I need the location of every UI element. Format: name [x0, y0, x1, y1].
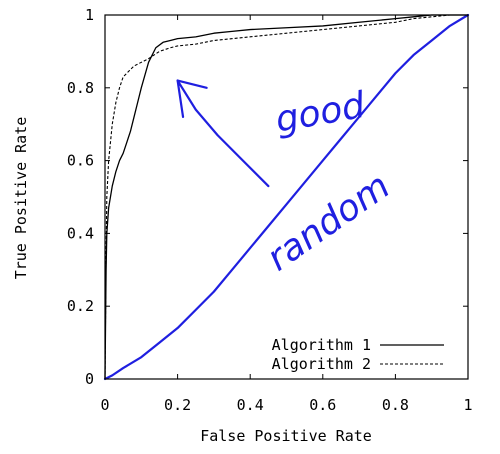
series-layer: [104, 14, 468, 380]
good-annotation-arrow: [176, 79, 270, 188]
y-tick-label-5: 1: [85, 6, 94, 24]
good-annotation-layer: [176, 79, 270, 188]
y-tick-label-2: 0.4: [67, 224, 94, 242]
axis-tick-labels: 0 0.2 0.4 0.6 0.8 1 0 0.2 0.4 0.6 0.8 1: [67, 6, 473, 414]
x-axis-label: False Positive Rate: [200, 427, 372, 445]
x-tick-label-0: 0: [100, 396, 109, 414]
x-tick-label-4: 0.8: [382, 396, 409, 414]
good-annotation-arrow-head: [176, 79, 208, 89]
random-annotation-curve: [103, 13, 470, 381]
legend: Algorithm 1 Algorithm 2: [272, 336, 444, 373]
plot-frame: [104, 14, 469, 380]
x-tick-label-1: 0.2: [164, 396, 191, 414]
y-tick-label-4: 0.8: [67, 79, 94, 97]
legend-label-algorithm-1: Algorithm 1: [272, 336, 371, 354]
x-tick-label-5: 1: [463, 396, 472, 414]
y-tick-label-0: 0: [85, 370, 94, 388]
legend-label-algorithm-2: Algorithm 2: [272, 355, 371, 373]
y-axis-label: True Positive Rate: [12, 117, 30, 280]
y-tick-label-3: 0.6: [67, 152, 94, 170]
series-line-algorithm-2: [104, 14, 468, 380]
x-tick-label-3: 0.6: [309, 396, 336, 414]
series-line-algorithm-1: [104, 14, 468, 380]
plot-area: [105, 15, 468, 379]
y-tick-label-1: 0.2: [67, 297, 94, 315]
x-tick-label-2: 0.4: [237, 396, 264, 414]
random-annotation-layer: [103, 13, 470, 381]
